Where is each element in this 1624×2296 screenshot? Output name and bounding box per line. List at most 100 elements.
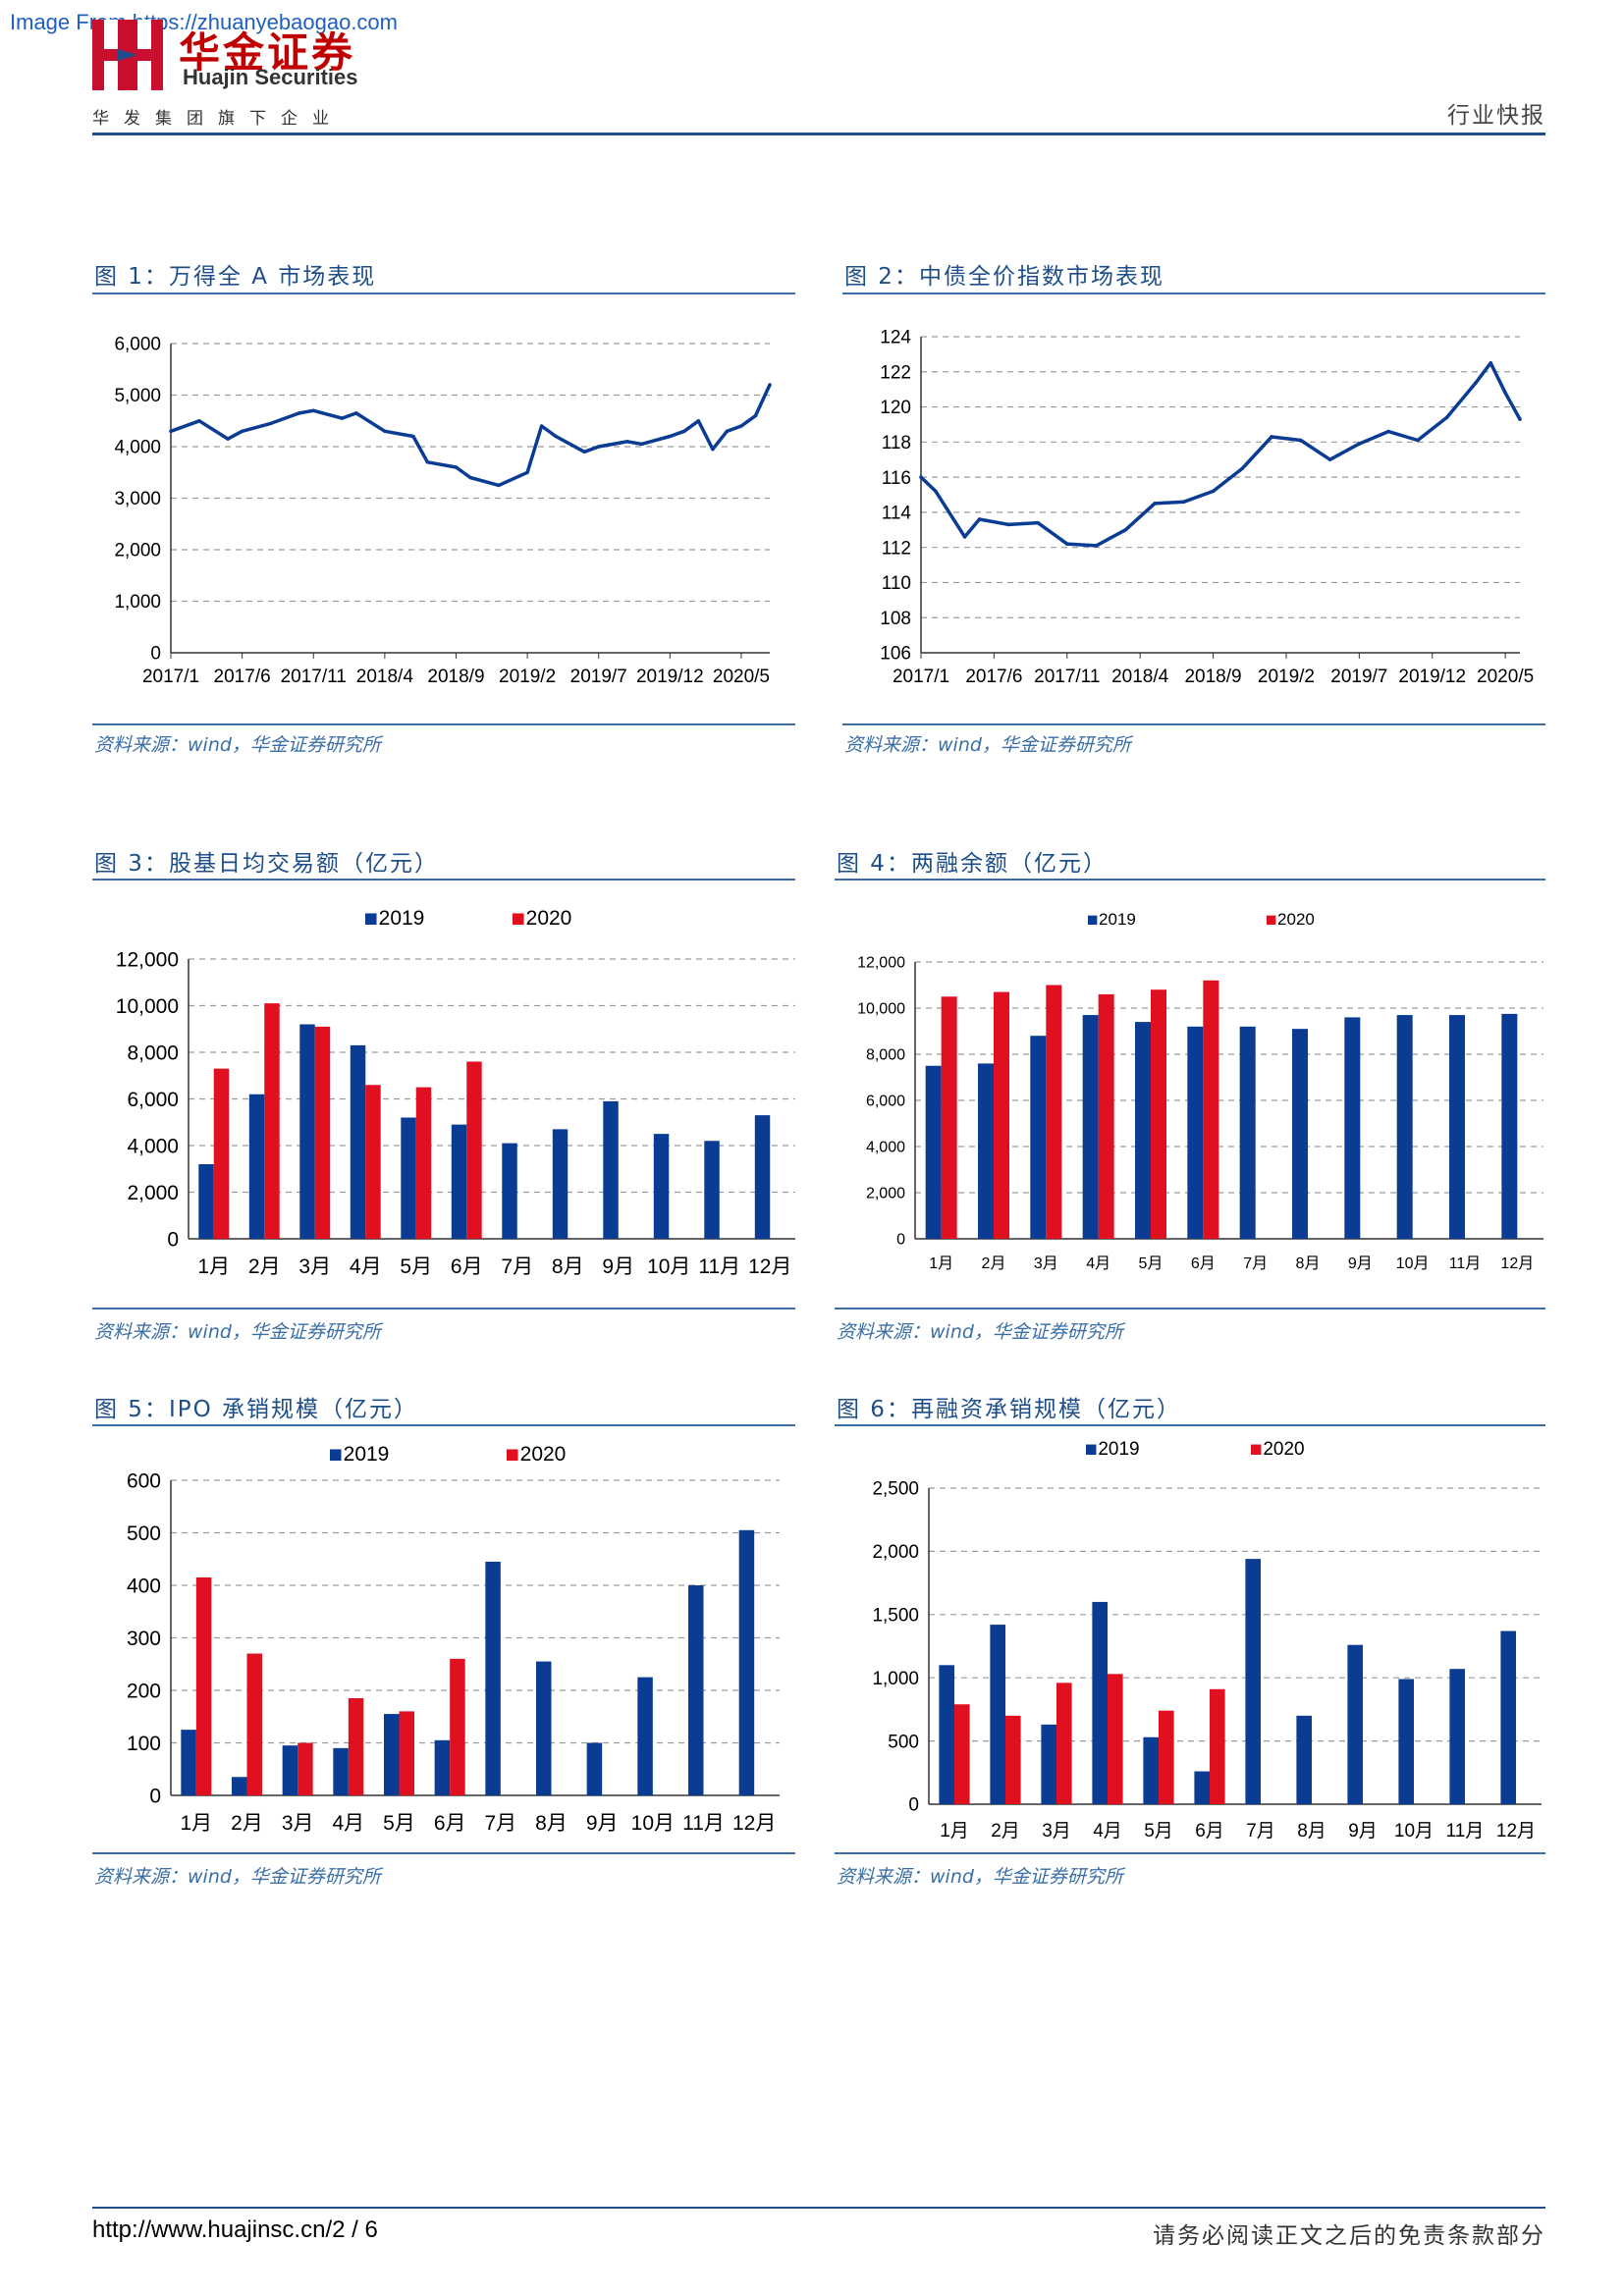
y-tick-label: 3,000 bbox=[114, 489, 161, 509]
x-tick-label: 5月 bbox=[383, 1812, 415, 1835]
bar-2019 bbox=[248, 1094, 265, 1239]
bar-2019 bbox=[333, 1747, 349, 1795]
data-point bbox=[639, 442, 644, 447]
data-point bbox=[1064, 542, 1069, 546]
data-point bbox=[1123, 527, 1128, 532]
data-point bbox=[226, 437, 230, 441]
bar-2020 bbox=[298, 1742, 313, 1795]
bar-2019 bbox=[1449, 1669, 1465, 1804]
figure-5-title: 图 5：IPO 承销规模（亿元） bbox=[94, 1397, 419, 1422]
data-point bbox=[297, 411, 301, 415]
x-tick-label: 4月 bbox=[1093, 1821, 1122, 1842]
y-tick-label: 8,000 bbox=[127, 1041, 179, 1064]
data-point bbox=[1357, 442, 1362, 446]
figure-3-title-rule bbox=[92, 879, 795, 881]
bar-2019 bbox=[637, 1677, 653, 1795]
y-tick-label: 0 bbox=[150, 644, 161, 665]
bar-2019 bbox=[401, 1117, 416, 1239]
x-tick-label: 6月 bbox=[451, 1255, 483, 1278]
y-tick-label: 12,000 bbox=[116, 948, 179, 971]
x-tick-label: 2017/6 bbox=[965, 667, 1022, 687]
bar-2019 bbox=[434, 1739, 451, 1795]
data-point bbox=[919, 475, 923, 479]
bar-2020 bbox=[954, 1704, 970, 1804]
bar-2019 bbox=[1296, 1715, 1312, 1804]
bar-2019 bbox=[939, 1665, 954, 1804]
x-tick-label: 7月 bbox=[484, 1812, 516, 1835]
bar-2019 bbox=[1501, 1013, 1518, 1239]
bar-2020 bbox=[1159, 1710, 1174, 1804]
x-tick-label: 2019/7 bbox=[570, 667, 627, 687]
data-point bbox=[554, 434, 558, 439]
x-tick-label: 2月 bbox=[982, 1255, 1006, 1272]
data-point bbox=[962, 535, 967, 539]
footer-divider bbox=[92, 2207, 1545, 2209]
footer-url[interactable]: http://www.huajinsc.cn/ bbox=[92, 2216, 333, 2243]
data-point bbox=[1006, 522, 1011, 527]
figure-2-title: 图 2：中债全价指数市场表现 bbox=[844, 264, 1164, 290]
brand-tagline: 华发集团旗下企业 bbox=[92, 109, 344, 129]
figure-1-chart: 0 1,000 2,000 3,000 4,000 5,000 6,000 2017/1 201… bbox=[114, 335, 772, 687]
x-tick-label: 2017/1 bbox=[142, 667, 199, 687]
source-watermark[interactable]: Image From https://zhuanyebaogao.com bbox=[10, 10, 398, 34]
x-tick-label: 2018/9 bbox=[1184, 667, 1241, 687]
y-tick-label: 1,000 bbox=[114, 592, 161, 613]
bar-2020 bbox=[415, 1087, 432, 1239]
bar-2019 bbox=[282, 1745, 298, 1795]
y-tick-label: 2,500 bbox=[872, 1479, 919, 1500]
data-point bbox=[1327, 457, 1332, 462]
bar-2019 bbox=[990, 1625, 1005, 1804]
legend-label: 2020 bbox=[1277, 910, 1315, 929]
bar-2019 bbox=[925, 1065, 942, 1239]
x-tick-label: 6月 bbox=[1191, 1255, 1216, 1272]
y-tick-label: 118 bbox=[882, 433, 911, 454]
x-tick-label: 10月 bbox=[1396, 1255, 1430, 1272]
data-point bbox=[668, 434, 673, 439]
x-tick-label: 4月 bbox=[332, 1812, 364, 1835]
y-tick-label: 10,000 bbox=[116, 995, 179, 1018]
bar-2020 bbox=[450, 1658, 465, 1795]
series-line bbox=[170, 384, 772, 488]
y-tick-label: 300 bbox=[127, 1628, 161, 1650]
data-point bbox=[1036, 520, 1040, 525]
figure-5-title-rule bbox=[92, 1424, 795, 1426]
bar-2020 bbox=[1005, 1715, 1021, 1804]
bar-2019 bbox=[1194, 1771, 1210, 1804]
x-tick-label: 11月 bbox=[1446, 1821, 1485, 1842]
data-point bbox=[454, 465, 459, 469]
data-point bbox=[582, 450, 586, 454]
data-point bbox=[268, 421, 273, 426]
bar-2019 bbox=[451, 1124, 467, 1239]
data-point bbox=[977, 517, 982, 521]
series-line bbox=[919, 361, 1522, 548]
y-tick-label: 114 bbox=[882, 504, 912, 524]
y-tick-label: 500 bbox=[888, 1732, 919, 1752]
bar-2019 bbox=[1143, 1736, 1159, 1804]
bar-2019 bbox=[1239, 1026, 1256, 1239]
data-point bbox=[169, 429, 173, 434]
legend-swatch bbox=[1086, 1444, 1097, 1455]
legend-swatch bbox=[330, 1449, 342, 1461]
x-tick-label: 2020/5 bbox=[1477, 667, 1534, 687]
figure-4-source: 资料来源：wind，华金证券研究所 bbox=[837, 1321, 1123, 1343]
data-point bbox=[739, 424, 743, 428]
bar-2019 bbox=[299, 1024, 315, 1239]
data-point bbox=[340, 416, 345, 420]
bar-2020 bbox=[1056, 1682, 1072, 1804]
data-point bbox=[411, 434, 415, 439]
data-point bbox=[240, 429, 244, 434]
x-tick-label: 1月 bbox=[180, 1812, 212, 1835]
x-tick-label: 3月 bbox=[282, 1812, 314, 1835]
x-tick-label: 9月 bbox=[586, 1812, 619, 1835]
x-tick-label: 1月 bbox=[940, 1821, 969, 1842]
bar-2019 bbox=[1030, 1036, 1047, 1239]
x-tick-label: 1月 bbox=[197, 1255, 230, 1278]
data-point bbox=[1474, 380, 1479, 385]
x-tick-label: 2020/5 bbox=[713, 667, 770, 687]
data-point bbox=[539, 424, 544, 428]
data-point bbox=[768, 383, 772, 387]
y-tick-label: 12,000 bbox=[857, 955, 905, 972]
data-point bbox=[1489, 361, 1493, 365]
bar-2020 bbox=[1108, 1674, 1123, 1804]
bar-2019 bbox=[350, 1044, 366, 1239]
